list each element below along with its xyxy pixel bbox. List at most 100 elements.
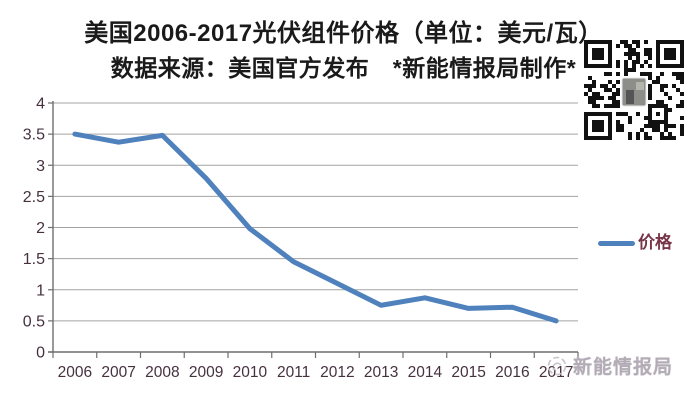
qr-module — [608, 96, 612, 100]
qr-module — [660, 136, 664, 140]
qr-module — [644, 60, 648, 64]
qr-module — [632, 60, 636, 64]
qr-module — [668, 96, 672, 100]
x-tick-label: 2012 — [320, 364, 354, 381]
qr-module — [628, 68, 632, 72]
qr-module — [680, 104, 684, 108]
qr-module — [676, 76, 680, 80]
qr-module — [648, 84, 652, 88]
qr-module — [668, 136, 672, 140]
qr-module — [628, 120, 632, 124]
x-tick-label: 2008 — [145, 364, 179, 381]
qr-module — [624, 72, 628, 76]
qr-module — [592, 100, 596, 104]
x-tick-label: 2016 — [495, 364, 529, 381]
qr-module — [680, 92, 684, 96]
x-tick-label: 2014 — [408, 364, 443, 381]
qr-module — [680, 100, 684, 104]
qr-module — [648, 56, 652, 60]
qr-module — [616, 44, 620, 48]
qr-module — [588, 76, 592, 80]
qr-module — [584, 84, 588, 88]
qr-module — [624, 112, 628, 116]
qr-module — [648, 48, 652, 52]
qr-module — [592, 120, 604, 132]
qr-module — [624, 44, 628, 48]
y-tick-label: 0 — [36, 345, 45, 362]
legend-line-swatch — [598, 240, 635, 246]
qr-module — [636, 44, 640, 48]
qr-module — [668, 124, 672, 128]
qr-module — [628, 52, 632, 56]
x-tick-label: 2011 — [277, 364, 310, 381]
price-series-line — [72, 131, 559, 324]
qr-module — [664, 128, 668, 132]
qr-module — [656, 100, 660, 104]
qr-module — [588, 84, 592, 88]
qr-module — [680, 128, 684, 132]
qr-module — [616, 120, 620, 124]
qr-module — [660, 100, 664, 104]
qr-module — [664, 84, 668, 88]
qr-module — [644, 124, 648, 128]
y-tick-label: 3 — [36, 158, 45, 175]
qr-module — [640, 128, 644, 132]
qr-module — [664, 136, 668, 140]
qr-module — [624, 40, 628, 44]
qr-module — [628, 48, 632, 52]
qr-module — [600, 84, 604, 88]
x-tick-label: 2015 — [451, 364, 485, 381]
qr-module — [632, 40, 636, 44]
qr-module — [656, 112, 660, 116]
qr-module — [616, 104, 620, 108]
qr-module — [640, 72, 644, 76]
qr-module — [644, 72, 648, 76]
qr-module — [644, 136, 648, 140]
x-tick-label: 2009 — [189, 364, 223, 381]
qr-module — [680, 116, 684, 120]
qr-module — [652, 128, 656, 132]
qr-module — [680, 76, 684, 80]
qr-module — [676, 88, 680, 92]
qr-module — [620, 40, 624, 44]
qr-module — [676, 72, 680, 76]
qr-module — [636, 40, 640, 44]
qr-module — [676, 104, 680, 108]
qr-module — [672, 72, 676, 76]
y-tick-label: 1 — [36, 282, 45, 299]
y-tick-label: 3.5 — [23, 127, 45, 144]
qr-module — [608, 88, 612, 92]
qr-module — [624, 64, 628, 68]
qr-module — [636, 60, 640, 64]
qr-module — [616, 64, 620, 68]
x-tick-label: 2013 — [364, 364, 398, 381]
qr-module — [616, 124, 620, 128]
qr-module — [652, 124, 656, 128]
qr-module — [604, 104, 608, 108]
qr-module — [616, 80, 620, 84]
y-tick-label: 2 — [36, 220, 45, 237]
qr-module — [604, 84, 608, 88]
qr-module — [588, 88, 592, 92]
qr-module — [588, 96, 592, 100]
qr-module — [632, 64, 636, 68]
qr-module — [616, 128, 620, 132]
qr-module — [632, 68, 636, 72]
x-tick-label: 2006 — [58, 364, 92, 381]
qr-module — [648, 92, 652, 96]
qr-module — [640, 64, 644, 68]
qr-module — [588, 100, 592, 104]
qr-module — [604, 72, 608, 76]
qr-module — [644, 48, 648, 52]
qr-module — [592, 84, 596, 88]
qr-module — [664, 124, 668, 128]
qr-module — [672, 124, 676, 128]
qr-module — [672, 84, 676, 88]
qr-module — [628, 44, 632, 48]
qr-module — [664, 92, 668, 96]
qr-module — [680, 124, 684, 128]
qr-module — [648, 136, 652, 140]
qr-module — [596, 92, 600, 96]
qr-module — [636, 52, 640, 56]
legend-label: 价格 — [638, 233, 672, 252]
